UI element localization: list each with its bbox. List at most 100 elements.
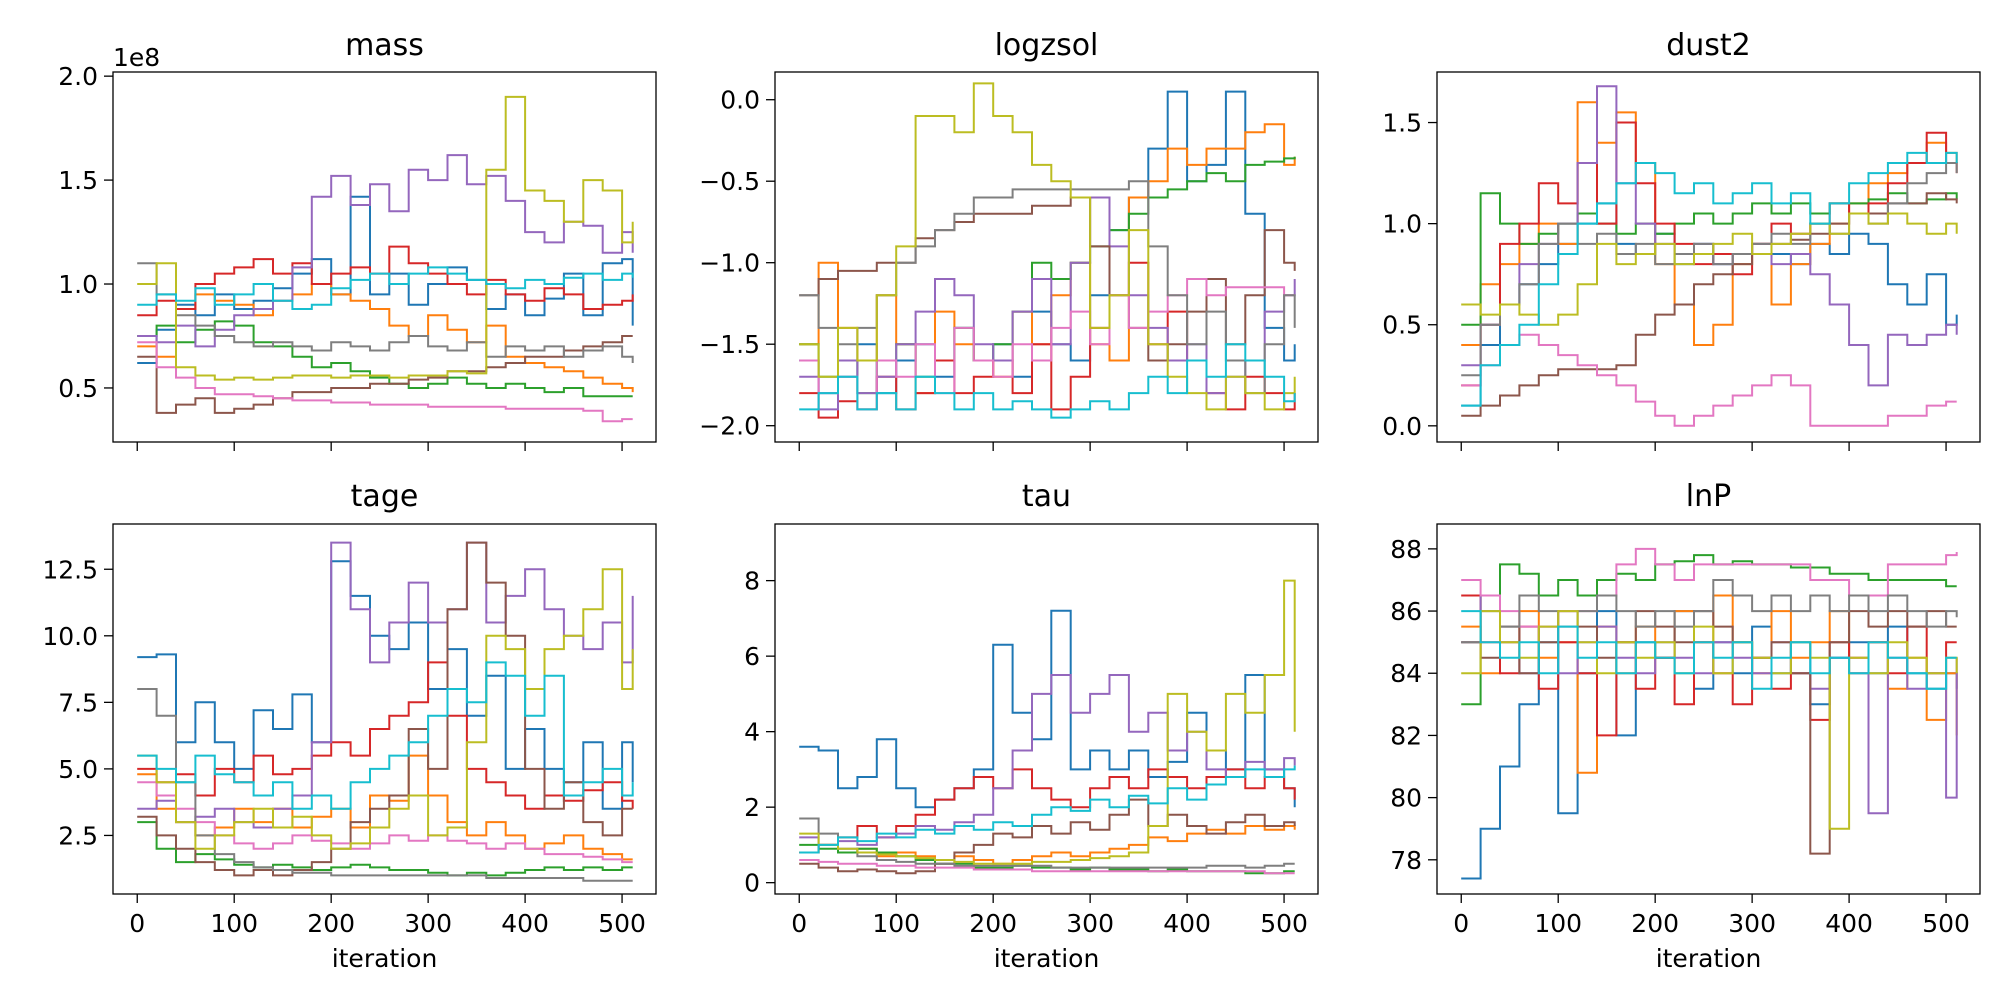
series-line-8 [137, 262, 634, 363]
x-tick-label: 300 [1728, 909, 1776, 938]
series-line-2 [1461, 594, 1958, 774]
y-tick-label: 1.5 [1382, 109, 1422, 138]
panel-tau: tau iteration 0 100 200 300 400 500 0 2 4 6 8 [744, 479, 1319, 973]
series-line-5 [1461, 85, 1958, 387]
series-line-8 [137, 688, 633, 882]
x-tick-label: 100 [1534, 909, 1582, 938]
x-tick-label: 300 [1066, 909, 1114, 938]
y-tick-label: 0.5 [1382, 311, 1422, 340]
series-line-10 [1461, 151, 1958, 407]
y-tick-label: 10.0 [42, 622, 98, 651]
y-tick-label: 12.5 [42, 555, 98, 584]
y-tick-label: −0.5 [699, 167, 760, 196]
x-tick-label: 400 [1825, 909, 1873, 938]
plot-area: 0.0 0.5 1.0 1.5 [1382, 71, 1981, 451]
y-tick-label: 1.0 [58, 270, 98, 299]
y-tick-label: −1.5 [699, 330, 760, 359]
panel-mass: mass 1e8 0.5 1.0 1.5 2.0 [58, 28, 657, 451]
panel-title: lnP [1686, 479, 1731, 514]
axes-frame [112, 71, 657, 443]
series-line-4 [799, 768, 1296, 854]
series-line-3 [799, 156, 1296, 395]
series-line-2 [1461, 101, 1958, 346]
series-line-1 [1461, 610, 1958, 880]
x-axis-label: iteration [332, 944, 438, 973]
y-tick-label: 86 [1390, 597, 1422, 626]
series-line-9 [137, 568, 634, 850]
series-line-1 [799, 90, 1296, 395]
axes-frame [774, 523, 1319, 895]
series-line-9 [799, 579, 1296, 865]
plot-area: 0 100 200 300 400 500 78 80 82 84 86 88 [1390, 523, 1981, 938]
series-line-4 [137, 661, 634, 810]
x-tick-label: 500 [1922, 909, 1970, 938]
x-tick-label: 200 [969, 909, 1017, 938]
series-line-7 [799, 278, 1295, 411]
y-tick-label: 2.5 [58, 821, 98, 850]
y-tick-label: 6 [744, 642, 760, 671]
series-line-5 [137, 154, 634, 348]
series-line-6 [1461, 610, 1957, 855]
x-tick-label: 0 [129, 909, 145, 938]
x-tick-label: 200 [307, 909, 355, 938]
x-tick-label: 0 [1453, 909, 1469, 938]
plot-area: 0 100 200 300 400 500 2.5 5.0 7.5 10.0 12.5 [42, 523, 657, 938]
y-tick-label: 0.0 [1382, 412, 1422, 441]
x-tick-label: 400 [501, 909, 549, 938]
x-tick-label: 100 [210, 909, 258, 938]
series-line-3 [1461, 554, 1957, 706]
series-line-6 [1461, 192, 1958, 417]
series-line-2 [137, 283, 634, 393]
series-line-10 [137, 661, 634, 810]
series-line-10 [137, 266, 634, 310]
series-line-7 [799, 859, 1295, 875]
series-line-4 [1461, 594, 1957, 737]
y-tick-label: 7.5 [58, 688, 98, 717]
axes-frame [112, 523, 657, 895]
x-tick-label: 300 [404, 909, 452, 938]
y-tick-label: −2.0 [699, 412, 760, 441]
x-axis-label: iteration [994, 944, 1100, 973]
y-tick-label: 84 [1390, 659, 1422, 688]
panel-title: mass [345, 28, 424, 63]
x-axis-label: iteration [1656, 944, 1762, 973]
y-tick-label: 5.0 [58, 755, 98, 784]
x-tick-label: 0 [791, 909, 807, 938]
series-line-6 [137, 541, 633, 877]
series-line-5 [799, 674, 1296, 846]
series-line-6 [799, 798, 1296, 875]
y-tick-label: 1.5 [58, 166, 98, 195]
y-tick-label: 2.0 [58, 62, 98, 91]
y-tick-label: 0 [744, 869, 760, 898]
series-line-8 [1461, 579, 1958, 644]
panel-title: tau [1022, 479, 1071, 514]
y-tick-label: 4 [744, 718, 760, 747]
series-line-1 [799, 609, 1296, 809]
x-tick-label: 400 [1163, 909, 1211, 938]
y-tick-label: 88 [1390, 535, 1422, 564]
y-tick-label: 0.0 [720, 86, 760, 115]
series-line-8 [1461, 162, 1958, 377]
x-tick-label: 200 [1631, 909, 1679, 938]
panel-tage: tage iteration 0 100 200 300 400 500 2.5 5.0 7.5… [42, 479, 657, 973]
series-line-1 [1461, 202, 1958, 407]
x-tick-label: 500 [1260, 909, 1308, 938]
y-tick-label: 82 [1390, 721, 1422, 750]
series-line-1 [137, 560, 634, 810]
plot-area: 0.5 1.0 1.5 2.0 [58, 62, 657, 451]
panel-title: tage [351, 479, 419, 514]
y-tick-label: 78 [1390, 846, 1422, 875]
series-line-9 [137, 95, 634, 381]
panel-title: dust2 [1666, 28, 1751, 63]
axes-frame [774, 71, 1319, 443]
y-tick-label: 2 [744, 793, 760, 822]
y-tick-label: 8 [744, 567, 760, 596]
series-line-3 [137, 320, 633, 398]
series-line-10 [799, 343, 1296, 419]
y-tick-label: −1.0 [699, 249, 760, 278]
series-line-7 [137, 781, 633, 864]
series-line-9 [1461, 212, 1958, 326]
panel-lnp: lnP iteration 0 100 200 300 400 500 78 80 82 84 86… [1390, 479, 1981, 973]
series-line-7 [1461, 547, 1958, 628]
